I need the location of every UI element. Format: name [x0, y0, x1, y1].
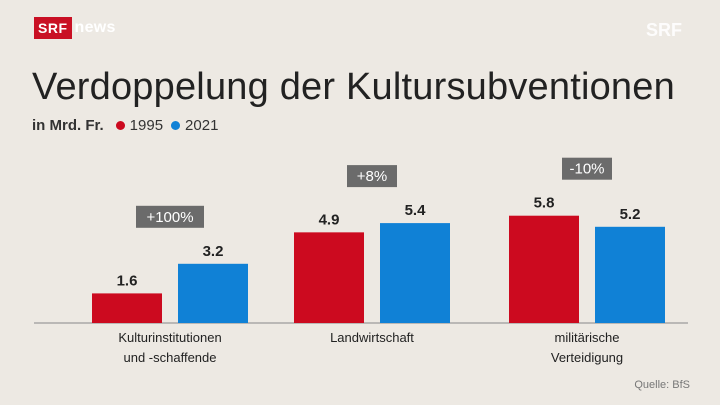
data-label-1995-2: 5.8	[534, 195, 555, 212]
data-label-2021-1: 5.4	[405, 202, 427, 219]
legend-label-2021: 2021	[185, 117, 219, 134]
logo-news: news	[74, 19, 116, 36]
bar-2021-0	[178, 263, 248, 323]
bar-2021-2	[595, 226, 665, 323]
legend-dot-1995	[115, 121, 125, 130]
category-label-0: Kulturinstitutionen und -schaffende	[118, 330, 221, 365]
legend-item-2021: 2021	[171, 117, 218, 134]
bar-2021-1	[380, 223, 450, 323]
srf-news-logo: SRF news	[34, 17, 116, 39]
category-label-1: Landwirtschaft	[330, 330, 414, 345]
chart-subtitle: in Mrd. Fr. 1995 2021	[32, 117, 226, 134]
bar-1995-1	[294, 232, 364, 323]
data-label-1995-0: 1.6	[117, 272, 138, 289]
change-badge-text-1: +8%	[357, 168, 387, 185]
change-badge-0	[136, 205, 204, 228]
category-label-2: militärische Verteidigung	[551, 330, 623, 365]
data-label-2021-0: 3.2	[203, 243, 224, 260]
legend-item-1995: 1995	[115, 117, 164, 134]
change-badge-2	[562, 157, 612, 180]
data-label-2021-2: 5.2	[620, 206, 641, 223]
bar-1995-0	[92, 293, 162, 323]
change-badge-1	[347, 165, 397, 188]
legend-dot-2021	[171, 121, 181, 130]
change-badge-text-2: -10%	[569, 161, 604, 178]
channel-bug: SRF	[646, 20, 682, 40]
chart-title: Verdoppelung der Kultursubventionen	[32, 66, 675, 108]
data-label-1995-1: 4.9	[319, 211, 340, 228]
bar-1995-2	[509, 215, 579, 323]
unit-label: in Mrd. Fr.	[32, 117, 104, 134]
legend-label-1995: 1995	[129, 117, 164, 134]
change-badge-text-0: +100%	[146, 209, 193, 226]
source-note: Quelle: BfS	[634, 379, 690, 391]
logo-srf: SRF	[34, 17, 72, 39]
